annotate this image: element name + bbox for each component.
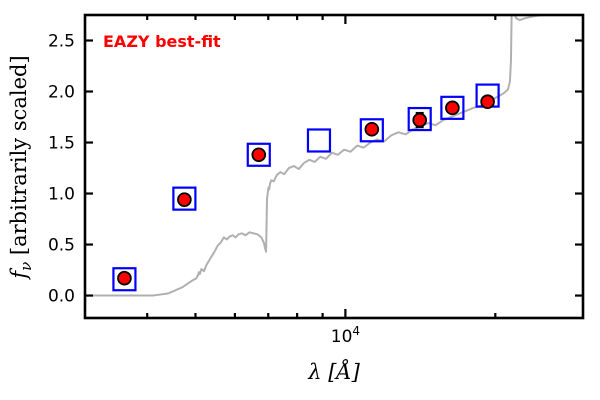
x-axis-title: λ [Å]	[307, 359, 360, 384]
svg-text:fν [arbitrarily scaled]: fν [arbitrarily scaled]	[7, 55, 35, 280]
x-axis-lambda-symbol: λ	[307, 360, 321, 384]
observed-photometry-point	[412, 112, 428, 128]
observed-photometry-point	[177, 192, 192, 207]
eazy-best-fit-annotation: EAZY best-fit	[103, 32, 221, 51]
y-axis-tick-label: 2.5	[48, 32, 75, 52]
y-axis-tick-label: 0.5	[48, 236, 75, 256]
y-axis-tick-label: 2.0	[48, 83, 75, 103]
model-photometry-box	[440, 95, 465, 120]
y-axis-title: fν [arbitrarily scaled]	[7, 55, 35, 280]
axes-ticklabels-layer: 0.0 0.5 1.0 1.5 2.0 2.5 104	[48, 32, 360, 347]
y-axis-tick-label: 1.0	[48, 185, 75, 205]
spectrum-line-layer	[85, 15, 552, 297]
axes-frame	[83, 13, 585, 320]
observed-photometry-point	[364, 121, 380, 137]
y-axis-tick-label: 1.5	[48, 134, 75, 154]
x-axis-bracket-close: ]	[351, 360, 361, 384]
model-photometry-box	[112, 267, 137, 292]
observed-photometry-point	[480, 94, 495, 110]
observed-photometry-point	[117, 270, 132, 286]
y-axis-tick-label: 0.0	[48, 287, 75, 307]
model-photometry-box	[172, 186, 197, 211]
spectrum-line	[85, 15, 552, 297]
axes-ticks-layer	[85, 15, 583, 318]
axes-frame-layer	[83, 13, 585, 320]
observed-photometry-layer	[117, 94, 495, 286]
x-axis-tick-label: 104	[331, 324, 360, 347]
svg-text:λ [Å]: λ [Å]	[307, 359, 360, 384]
observed-photometry-point	[445, 100, 460, 116]
model-photometry-box	[407, 106, 432, 132]
x-axis-angstrom-symbol: Å	[333, 359, 351, 384]
x-axis-bracket-open: [	[328, 360, 337, 384]
y-axis-nu-symbol: ν	[17, 262, 35, 271]
model-photometry-box	[359, 118, 384, 143]
y-axis-f-symbol: f	[7, 268, 31, 281]
model-photometry-box	[246, 142, 271, 167]
y-axis-label-rest: [arbitrarily scaled]	[7, 55, 31, 261]
observed-photometry-point	[251, 147, 267, 163]
model-photometry-layer	[112, 83, 500, 292]
model-photometry-box	[306, 128, 332, 153]
